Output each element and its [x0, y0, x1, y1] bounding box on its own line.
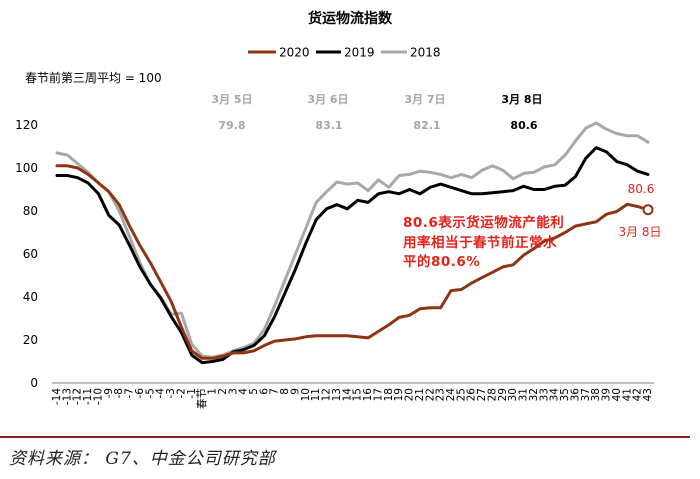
x-tick-label: 21 — [414, 388, 426, 401]
legend-label-2019: 2019 — [344, 46, 375, 60]
x-tick-label: 3 — [227, 388, 239, 395]
x-tick-label: 34 — [549, 388, 561, 402]
x-tick-label: -3 — [165, 388, 177, 398]
x-tick-label: 17 — [372, 388, 384, 401]
end-value-label: 80.6 — [628, 182, 655, 196]
y-tick-label: 0 — [30, 376, 38, 390]
note-line-2: 用率相当于春节前正常水 — [403, 234, 557, 251]
x-tick-label: 40 — [611, 388, 623, 401]
x-tick-label: 27 — [476, 388, 488, 401]
x-tick-label: 5 — [248, 388, 260, 395]
annotation-date-1: 3月 5日 — [211, 93, 252, 106]
y-tick-label: 40 — [23, 290, 38, 304]
x-tick-label: 19 — [393, 388, 405, 401]
x-tick-label: 30 — [507, 388, 519, 401]
x-tick-label: -1 — [186, 388, 198, 398]
x-tick-label: 43 — [642, 388, 654, 401]
annotation-value-4: 80.6 — [510, 119, 537, 132]
chart-title: 货运物流指数 — [307, 10, 393, 27]
x-tick-label: -2 — [175, 388, 187, 398]
x-tick-label: 7 — [269, 388, 281, 395]
annotation-date-2: 3月 6日 — [307, 93, 348, 106]
x-tick-label: -13 — [61, 388, 73, 405]
x-tick-label: 33 — [538, 388, 550, 401]
y-tick-label: 120 — [15, 118, 38, 132]
x-tick-label: 29 — [497, 388, 509, 401]
series-lines — [55, 121, 650, 365]
series-line-2018 — [55, 121, 650, 359]
x-tick-label: 36 — [569, 388, 581, 402]
x-tick-label: 24 — [445, 388, 457, 402]
annotation-value-1: 79.8 — [218, 119, 245, 132]
x-tick-label: -14 — [51, 388, 63, 405]
x-tick-label: 41 — [621, 388, 633, 401]
note-line-3: 平的80.6% — [403, 253, 480, 270]
annotation-date-3: 3月 7日 — [404, 93, 445, 106]
x-tick-label: 2 — [217, 388, 229, 395]
x-tick-label: 11 — [310, 388, 322, 401]
x-tick-label: -6 — [134, 388, 146, 399]
x-tick-label: 1 — [207, 388, 219, 395]
annotation-value-2: 83.1 — [315, 119, 342, 132]
series-line-2020 — [55, 164, 650, 360]
x-tick-label: -5 — [144, 388, 156, 398]
x-tick-label: 15 — [352, 388, 364, 401]
x-tick-label: -9 — [103, 388, 115, 398]
x-tick-label: 37 — [580, 388, 592, 401]
x-tick-label: 22 — [424, 388, 436, 401]
y-axis: 0 20 40 60 80 100 120 — [15, 118, 38, 390]
x-tick-label: 20 — [404, 388, 416, 401]
x-tick-label: 26 — [466, 388, 478, 402]
x-tick-label: 39 — [601, 388, 613, 401]
x-tick-label: 25 — [455, 388, 467, 401]
legend-label-2020: 2020 — [279, 46, 310, 60]
x-tick-label: 42 — [632, 388, 644, 401]
x-tick-label: 18 — [383, 388, 395, 401]
end-point-marker — [642, 204, 654, 216]
annotation-value-3: 82.1 — [413, 119, 440, 132]
x-tick-label: 10 — [300, 388, 312, 401]
x-tick-label: -7 — [124, 388, 136, 398]
legend-label-2018: 2018 — [410, 46, 441, 60]
x-tick-label: 13 — [331, 388, 343, 401]
x-tick-label: 9 — [290, 388, 302, 395]
x-axis: -14-13-12-11-10-9-8-7-6-5-4-3-2-1春节12345… — [51, 388, 654, 409]
x-tick-label: 4 — [238, 388, 250, 395]
y-tick-label: 100 — [15, 161, 38, 175]
x-tick-label: 32 — [528, 388, 540, 401]
x-tick-label: 12 — [321, 388, 333, 401]
y-tick-label: 80 — [23, 204, 38, 218]
x-tick-label: -4 — [155, 388, 167, 399]
note-line-1: 80.6表示货运物流产能利 — [403, 214, 564, 231]
series-line-2019 — [55, 146, 650, 365]
date-annotations: 3月 5日 79.8 3月 6日 83.1 3月 7日 82.1 3月 8日 8… — [211, 93, 542, 132]
x-tick-label: 28 — [487, 388, 499, 401]
y-axis-note: 春节前第三周平均 = 100 — [25, 70, 162, 85]
capacity-note: 80.6表示货运物流产能利 用率相当于春节前正常水 平的80.6% — [403, 214, 564, 270]
x-tick-label: 14 — [341, 388, 353, 402]
source-note: 资料来源： G7、中金公司研究部 — [9, 449, 278, 469]
x-tick-label: 35 — [559, 388, 571, 401]
annotation-date-4: 3月 8日 — [501, 93, 542, 106]
x-tick-label: -11 — [82, 388, 94, 405]
y-tick-label: 20 — [23, 333, 38, 347]
x-tick-label: 16 — [362, 388, 374, 402]
x-tick-label: 31 — [518, 388, 530, 401]
x-tick-label: -8 — [113, 388, 125, 398]
legend: 2020 2019 2018 — [248, 46, 441, 60]
x-tick-label: 38 — [590, 388, 602, 401]
x-tick-label: -12 — [72, 388, 84, 405]
end-date-label: 3月 8日 — [618, 225, 661, 239]
x-tick-label: -10 — [93, 388, 105, 405]
y-tick-label: 60 — [23, 247, 38, 261]
x-tick-label: 23 — [435, 388, 447, 401]
x-tick-label: 春节 — [196, 388, 208, 409]
x-tick-label: 6 — [258, 388, 270, 395]
x-tick-label: 8 — [279, 388, 291, 395]
